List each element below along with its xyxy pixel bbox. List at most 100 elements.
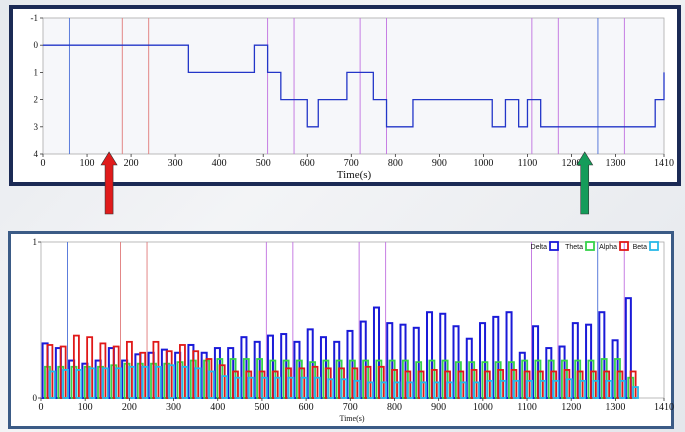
y-tick-label: 3	[34, 122, 39, 132]
x-tick-label: 1300	[606, 158, 626, 169]
x-tick-label: 600	[299, 402, 314, 413]
beta-bar	[499, 379, 507, 399]
x-tick-label: 800	[387, 402, 402, 413]
legend-swatch	[649, 241, 659, 251]
x-tick-label: 800	[388, 158, 403, 169]
x-tick-label: 1200	[562, 158, 582, 169]
x-tick-label: 100	[80, 158, 95, 169]
sleep-stage-line	[43, 44, 665, 128]
beta-bar	[75, 369, 83, 399]
beta-bar	[300, 376, 308, 399]
chart-legend: Delta Theta Alpha Beta	[531, 241, 659, 251]
x-tick-label: 0	[39, 402, 44, 413]
beta-bar	[473, 381, 480, 399]
beta-bar	[526, 379, 533, 399]
x-tick-label: 500	[256, 158, 271, 169]
legend-label: Beta	[633, 244, 648, 251]
beta-bar	[48, 370, 56, 399]
beta-bar	[247, 376, 255, 399]
x-tick-label: 1000	[473, 402, 493, 413]
beta-bar	[393, 381, 401, 399]
x-tick-label: 1100	[518, 158, 538, 169]
beta-bar	[181, 365, 189, 399]
x-tick-label: 200	[122, 402, 137, 413]
legend-swatch	[619, 241, 629, 251]
beta-bar	[260, 376, 268, 399]
red-arrow	[100, 151, 118, 215]
x-tick-label: 900	[432, 158, 447, 169]
x-tick-label: 1410	[654, 158, 674, 169]
beta-bar	[446, 381, 454, 399]
x-tick-label: 400	[210, 402, 225, 413]
beta-bar	[539, 379, 547, 399]
band-power-x-axis-label: Time(s)	[339, 414, 364, 423]
beta-bar	[287, 376, 295, 399]
y-tick-label: 0	[34, 40, 39, 50]
beta-bar	[605, 379, 613, 399]
x-tick-label: 100	[78, 402, 93, 413]
y-tick-label: 0	[33, 393, 38, 403]
beta-bar	[459, 381, 467, 399]
hypnogram-x-axis-label: Time(s)	[337, 169, 372, 181]
x-tick-label: 600	[300, 158, 315, 169]
x-tick-label: 400	[212, 158, 227, 169]
beta-bar	[194, 367, 202, 399]
x-tick-label: 900	[431, 402, 446, 413]
beta-bar	[433, 381, 441, 399]
x-tick-label: 1000	[473, 158, 493, 169]
x-tick-label: 200	[124, 158, 139, 169]
beta-bar	[115, 367, 122, 399]
y-tick-label: 1	[33, 237, 38, 247]
legend-label: Alpha	[599, 244, 617, 251]
beta-bar	[552, 379, 560, 399]
y-tick-label: 4	[34, 149, 39, 159]
beta-bar	[579, 379, 586, 399]
legend-swatch	[585, 241, 595, 251]
beta-bar	[380, 381, 388, 399]
x-tick-label: 1200	[561, 402, 581, 413]
beta-bar	[88, 367, 96, 399]
x-tick-label: 1100	[517, 402, 537, 413]
beta-bar	[592, 379, 600, 399]
x-tick-label: 300	[168, 158, 183, 169]
beta-bar	[565, 378, 573, 399]
x-tick-label: 700	[343, 402, 358, 413]
x-tick-label: 1410	[654, 402, 674, 413]
green-arrow	[576, 151, 594, 215]
y-tick-label: -1	[31, 13, 39, 23]
legend-label: Delta	[531, 244, 547, 251]
x-tick-label: 1300	[605, 402, 625, 413]
beta-bar	[274, 376, 282, 399]
beta-bar	[353, 379, 361, 399]
beta-bar	[101, 367, 109, 399]
legend-swatch	[549, 241, 559, 251]
x-tick-label: 300	[166, 402, 181, 413]
beta-bar	[128, 365, 136, 399]
beta-bar	[419, 381, 427, 399]
beta-bar	[62, 369, 69, 399]
x-tick-label: 700	[344, 158, 359, 169]
beta-bar	[168, 364, 175, 399]
beta-bar	[340, 378, 348, 399]
band-power-axes: 0 1 0 100 200 300 400 500 600 700 800 900 1000 1100 12…	[33, 237, 675, 413]
x-tick-label: 500	[254, 402, 269, 413]
beta-bar	[154, 365, 162, 399]
beta-bar	[618, 379, 626, 399]
beta-bar	[327, 378, 335, 399]
hypnogram-plot-area	[42, 17, 665, 155]
beta-bar	[313, 376, 321, 399]
beta-bar	[234, 376, 242, 399]
y-tick-label: 2	[34, 95, 39, 105]
beta-bar	[221, 375, 229, 399]
legend-label: Theta	[565, 244, 583, 251]
x-tick-label: 0	[41, 158, 46, 169]
beta-bar	[632, 386, 639, 399]
beta-bar	[141, 365, 149, 399]
beta-bar	[366, 381, 374, 399]
beta-bar	[486, 379, 494, 399]
beta-bar	[512, 379, 520, 399]
beta-bar	[207, 370, 215, 399]
